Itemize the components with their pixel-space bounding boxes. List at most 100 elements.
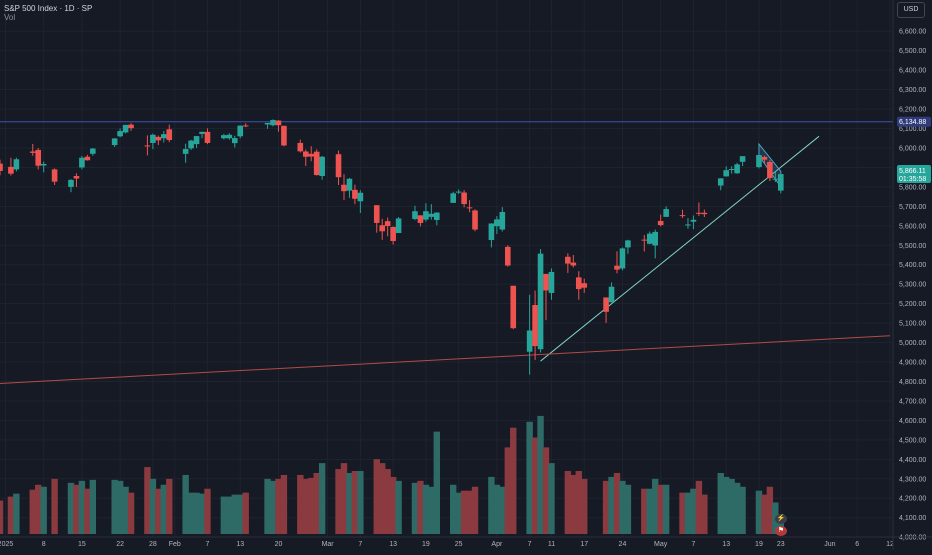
candle-body[interactable]	[122, 124, 129, 133]
candle-body[interactable]	[313, 151, 320, 176]
candle-body[interactable]	[264, 122, 271, 125]
candle-body[interactable]	[297, 142, 304, 152]
candle-body[interactable]	[73, 176, 80, 179]
volume-indicator-label[interactable]: Vol	[4, 13, 16, 22]
candle-body[interactable]	[231, 138, 238, 144]
candle-body[interactable]	[395, 218, 402, 234]
candle-body[interactable]	[526, 330, 533, 352]
candle-body[interactable]	[84, 156, 91, 161]
candle-body[interactable]	[767, 162, 773, 179]
candle-body[interactable]	[111, 138, 118, 146]
candle-body[interactable]	[734, 164, 740, 174]
candle-body[interactable]	[466, 207, 473, 209]
candle-body[interactable]	[652, 231, 659, 246]
candle-body[interactable]	[155, 136, 162, 141]
candle-body[interactable]	[777, 174, 784, 191]
candle-body[interactable]	[341, 184, 347, 192]
candle-body[interactable]	[166, 129, 173, 141]
candle-body[interactable]	[717, 178, 724, 186]
candle-body[interactable]	[739, 156, 746, 162]
candle-body[interactable]	[275, 120, 282, 126]
support-line[interactable]	[0, 335, 891, 384]
candle-body[interactable]	[685, 224, 691, 226]
candle-body[interactable]	[204, 131, 211, 143]
candle-body[interactable]	[270, 119, 276, 126]
candle-body[interactable]	[614, 265, 620, 270]
candle-body[interactable]	[182, 148, 189, 154]
candle-body[interactable]	[352, 189, 358, 199]
candle-body[interactable]	[68, 179, 74, 187]
candle-body[interactable]	[417, 215, 424, 223]
candle-body[interactable]	[434, 212, 440, 220]
candle-body[interactable]	[494, 219, 500, 227]
candle-body[interactable]	[690, 219, 697, 222]
candle-body[interactable]	[679, 215, 686, 217]
candle-body[interactable]	[117, 131, 123, 137]
candle-body[interactable]	[641, 239, 648, 241]
candle-body[interactable]	[51, 169, 58, 182]
candle-body[interactable]	[237, 125, 244, 137]
candle-body[interactable]	[570, 262, 577, 266]
candle-body[interactable]	[646, 233, 653, 244]
candle-body[interactable]	[608, 286, 615, 303]
candle-body[interactable]	[79, 157, 85, 168]
candle-body[interactable]	[488, 223, 495, 241]
candle-body[interactable]	[657, 220, 664, 226]
candle-body[interactable]	[8, 166, 14, 174]
candle-body[interactable]	[696, 212, 702, 214]
candle-body[interactable]	[226, 134, 233, 139]
candle-body[interactable]	[412, 211, 418, 220]
candle-body[interactable]	[281, 125, 287, 146]
candle-body[interactable]	[619, 248, 626, 269]
candle-body[interactable]	[565, 256, 571, 264]
candle-body[interactable]	[723, 170, 729, 177]
candle-body[interactable]	[756, 154, 762, 168]
candle-body[interactable]	[302, 151, 309, 157]
candle-body[interactable]	[423, 211, 429, 220]
candle-body[interactable]	[537, 253, 544, 350]
candle-body[interactable]	[625, 240, 631, 248]
candle-body[interactable]	[357, 192, 364, 202]
candle-body[interactable]	[575, 277, 582, 290]
candle-body[interactable]	[335, 154, 342, 178]
candle-body[interactable]	[40, 163, 47, 166]
candle-body[interactable]	[35, 149, 42, 166]
candle-body[interactable]	[581, 283, 588, 288]
candle-body[interactable]	[0, 163, 3, 171]
candle-body[interactable]	[761, 156, 768, 160]
candle-body[interactable]	[548, 271, 555, 293]
candle-body[interactable]	[384, 221, 391, 227]
candle-body[interactable]	[532, 305, 538, 347]
candles[interactable]	[0, 119, 784, 375]
candle-body[interactable]	[510, 285, 517, 329]
candle-body[interactable]	[13, 159, 20, 170]
flag-icon[interactable]: ⚑	[775, 526, 787, 536]
candle-body[interactable]	[128, 124, 134, 129]
lightning-icon[interactable]: ⚡	[775, 514, 787, 524]
candle-body[interactable]	[450, 193, 456, 203]
candle-body[interactable]	[455, 191, 462, 193]
candle-body[interactable]	[308, 153, 315, 157]
candle-body[interactable]	[663, 209, 669, 217]
candle-body[interactable]	[161, 134, 167, 139]
candle-body[interactable]	[390, 226, 396, 242]
candle-body[interactable]	[472, 210, 478, 230]
currency-button[interactable]: USD	[897, 2, 925, 18]
candle-body[interactable]	[728, 169, 735, 171]
candle-body[interactable]	[504, 246, 511, 266]
candle-body[interactable]	[319, 156, 325, 177]
candle-body[interactable]	[499, 212, 506, 230]
candle-body[interactable]	[199, 131, 205, 134]
candle-body[interactable]	[150, 134, 156, 143]
candle-body[interactable]	[701, 212, 708, 215]
candle-body[interactable]	[346, 178, 353, 191]
candle-body[interactable]	[428, 213, 435, 217]
candle-body[interactable]	[373, 205, 380, 223]
candle-body[interactable]	[90, 148, 96, 154]
candle-body[interactable]	[461, 192, 467, 205]
candle-body[interactable]	[603, 297, 609, 312]
candle-body[interactable]	[144, 145, 151, 147]
candle-body[interactable]	[188, 140, 194, 149]
